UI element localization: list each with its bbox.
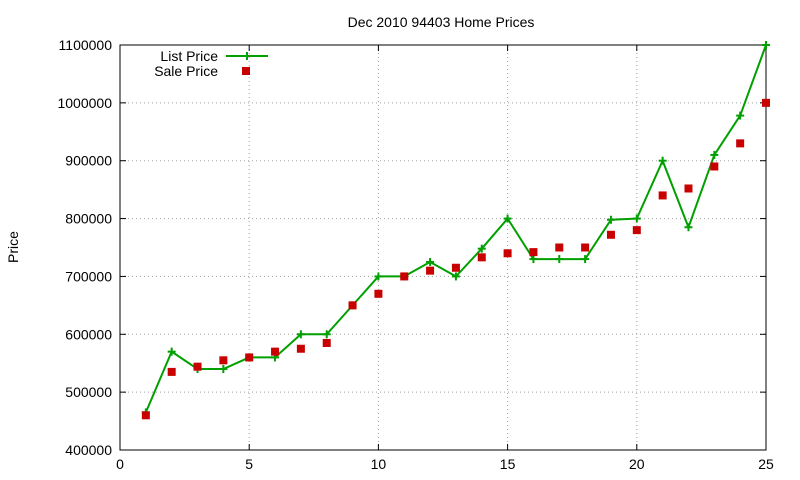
- list-price-point: [581, 255, 590, 264]
- sale-price-point: [141, 411, 150, 420]
- legend-plus-marker: [243, 52, 251, 60]
- sale-price-point: [193, 362, 202, 371]
- list-price-point: [167, 347, 176, 356]
- y-tick-label: 1100000: [59, 37, 113, 53]
- plot-frame: [119, 44, 767, 451]
- sale-price-point: [581, 243, 590, 252]
- x-tick-label: 20: [629, 456, 645, 472]
- list-price-point: [684, 223, 693, 232]
- list-price-point: [426, 257, 435, 266]
- y-tick-label: 1000000: [57, 95, 112, 111]
- sale-price-point: [451, 263, 460, 272]
- grid-lines: [120, 45, 766, 450]
- sale-price-point: [400, 272, 409, 281]
- y-tick-label: 700000: [65, 268, 112, 284]
- x-tick-label: 10: [371, 456, 387, 472]
- y-tick-label: 400000: [65, 442, 112, 458]
- list-price-point: [710, 150, 719, 159]
- sale-price-point: [271, 347, 280, 356]
- y-tick-label: 800000: [65, 211, 112, 227]
- sale-price-point: [322, 338, 331, 347]
- sale-price-point: [503, 249, 512, 258]
- sale-price-point: [736, 139, 745, 148]
- sale-price-point: [245, 353, 254, 362]
- y-tick-label: 500000: [65, 384, 112, 400]
- x-tick-label: 5: [245, 456, 253, 472]
- sale-price-point: [658, 191, 667, 200]
- y-tick-label: 600000: [65, 326, 112, 342]
- sale-price-point: [374, 289, 383, 298]
- x-tick-label: 25: [758, 456, 774, 472]
- list-price-line: [144, 44, 767, 413]
- y-axis-label: Price: [5, 231, 21, 263]
- list-price-point: [762, 41, 770, 49]
- sale-price-point: [684, 184, 693, 193]
- sale-price-point: [762, 98, 770, 107]
- legend-label-list-price: List Price: [160, 48, 218, 64]
- y-tick-label: 900000: [65, 153, 112, 169]
- chart-title: Dec 2010 94403 Home Prices: [348, 14, 535, 30]
- legend-label-sale-price: Sale Price: [154, 63, 218, 79]
- list-price-point: [296, 330, 305, 339]
- list-price-point: [503, 214, 512, 223]
- list-price-point: [632, 214, 641, 223]
- axis-ticks: 0 5 10 15 20 25 400000 500000 600000 700000 800000…: [57, 37, 774, 472]
- sale-price-point: [348, 301, 357, 310]
- list-price-point: [736, 111, 745, 120]
- sale-price-point: [529, 248, 538, 257]
- legend-marker-list-price: [243, 52, 251, 60]
- list-price-point: [374, 272, 383, 281]
- sale-price-point: [167, 367, 176, 376]
- x-tick-label: 0: [116, 456, 124, 472]
- x-tick-label: 15: [500, 456, 516, 472]
- legend: List Price Sale Price: [154, 48, 268, 79]
- series-sale-price: [141, 98, 770, 420]
- list-price-point: [606, 215, 615, 224]
- sale-price-point: [555, 243, 564, 252]
- list-price-point: [529, 255, 538, 264]
- sale-price-point: [606, 230, 615, 239]
- list-price-point: [658, 156, 667, 165]
- list-price-point: [219, 365, 228, 373]
- legend-marker-sale-price: [242, 67, 250, 75]
- list-price-point: [555, 255, 564, 264]
- list-price-point: [477, 244, 486, 253]
- sale-price-point: [219, 356, 228, 365]
- list-price-point: [322, 330, 331, 339]
- sale-price-point: [477, 253, 486, 262]
- sale-price-point: [296, 344, 305, 353]
- sale-price-point: [710, 162, 719, 171]
- series-list-price: [141, 41, 770, 417]
- sale-price-point: [426, 266, 435, 275]
- sale-price-point: [632, 226, 641, 235]
- list-price-point: [451, 272, 460, 281]
